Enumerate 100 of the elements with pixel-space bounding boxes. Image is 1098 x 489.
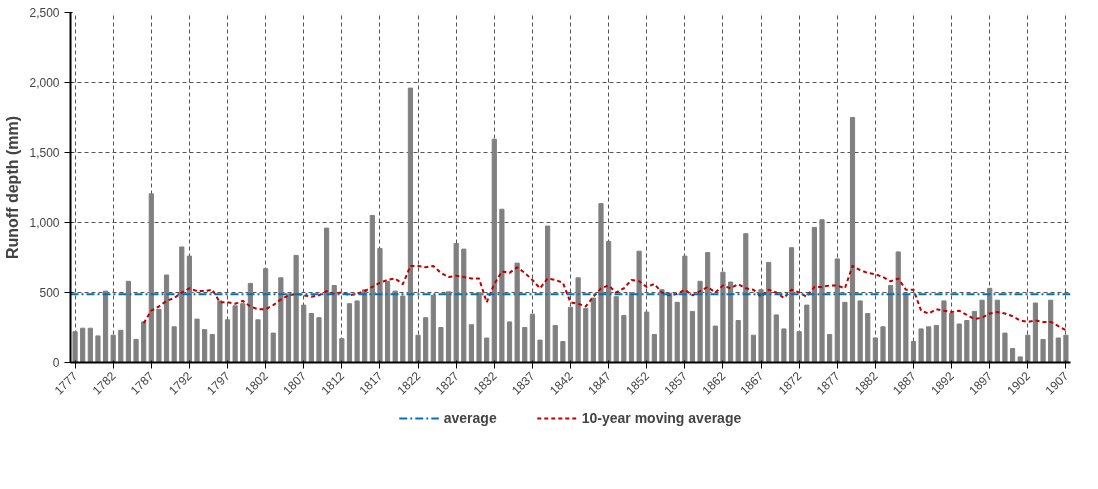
bar bbox=[324, 227, 330, 363]
bar bbox=[171, 326, 177, 363]
bar bbox=[606, 240, 612, 363]
bar bbox=[1017, 356, 1023, 363]
bar bbox=[270, 332, 276, 363]
bar bbox=[560, 341, 566, 363]
bar bbox=[621, 315, 627, 363]
legend-label: average bbox=[443, 410, 497, 426]
bar bbox=[247, 282, 253, 363]
bar bbox=[209, 334, 215, 363]
bar bbox=[865, 313, 871, 363]
bar bbox=[148, 193, 154, 363]
bar bbox=[118, 329, 124, 363]
bar bbox=[202, 329, 208, 363]
bar bbox=[87, 327, 93, 363]
bar bbox=[598, 203, 604, 363]
bar bbox=[163, 274, 170, 363]
bar bbox=[1032, 302, 1039, 363]
bar bbox=[194, 318, 200, 363]
bar bbox=[956, 323, 962, 363]
bar bbox=[293, 254, 299, 363]
bar bbox=[1025, 334, 1031, 363]
bar bbox=[430, 294, 436, 363]
bar bbox=[308, 313, 314, 363]
bar bbox=[1055, 337, 1061, 363]
line-series bbox=[142, 264, 1067, 332]
y-tick-label: 500 bbox=[39, 286, 60, 300]
bar bbox=[514, 262, 520, 363]
bar bbox=[476, 292, 482, 363]
bar bbox=[95, 335, 101, 363]
bar bbox=[735, 320, 741, 363]
y-tick-label: 1,500 bbox=[29, 146, 60, 160]
bar bbox=[102, 290, 109, 363]
bar bbox=[499, 208, 505, 363]
bar bbox=[339, 338, 345, 363]
bar bbox=[331, 285, 337, 363]
bar bbox=[697, 280, 703, 363]
bar bbox=[400, 295, 406, 363]
bar bbox=[941, 300, 947, 363]
bar bbox=[613, 296, 619, 363]
bar bbox=[522, 327, 528, 363]
y-axis-title: Runoff depth (mm) bbox=[4, 115, 22, 260]
bar bbox=[651, 334, 657, 363]
bar bbox=[285, 293, 292, 363]
bar bbox=[849, 117, 856, 363]
bar bbox=[217, 300, 223, 363]
bar bbox=[689, 310, 696, 363]
bar bbox=[141, 321, 147, 363]
bar bbox=[567, 306, 574, 363]
bar bbox=[705, 252, 711, 363]
bar bbox=[834, 258, 840, 363]
bar bbox=[888, 285, 894, 363]
bar bbox=[362, 289, 368, 363]
bar bbox=[133, 338, 139, 363]
bar bbox=[110, 334, 116, 363]
bar bbox=[377, 247, 383, 363]
bar bbox=[727, 281, 734, 363]
bar bbox=[529, 313, 535, 363]
bar bbox=[773, 314, 779, 363]
bar bbox=[750, 334, 757, 363]
bar bbox=[971, 310, 978, 363]
bar bbox=[186, 255, 192, 363]
bar bbox=[918, 328, 924, 363]
bar bbox=[644, 311, 650, 363]
bar bbox=[1063, 334, 1069, 363]
bar bbox=[301, 304, 307, 363]
bar bbox=[758, 289, 764, 363]
bar bbox=[903, 294, 909, 363]
bar bbox=[636, 250, 642, 363]
bar bbox=[278, 277, 284, 363]
bar bbox=[842, 301, 848, 363]
bar bbox=[994, 299, 1000, 363]
bar bbox=[468, 324, 475, 363]
bar bbox=[423, 317, 429, 363]
bar bbox=[232, 305, 238, 363]
bar bbox=[506, 321, 513, 363]
bar bbox=[125, 280, 132, 363]
bar bbox=[72, 331, 78, 363]
bar bbox=[461, 248, 467, 363]
bar bbox=[781, 328, 787, 363]
bar bbox=[674, 301, 680, 363]
bar bbox=[484, 337, 490, 363]
bar bbox=[1040, 338, 1046, 363]
bar bbox=[369, 215, 375, 363]
bar bbox=[987, 287, 993, 363]
bar bbox=[964, 320, 970, 363]
legend-label: 10-year moving average bbox=[581, 410, 742, 426]
bar bbox=[263, 268, 269, 363]
bar bbox=[880, 326, 886, 363]
bar bbox=[819, 219, 825, 363]
bar bbox=[666, 292, 673, 363]
bar bbox=[796, 331, 802, 363]
y-tick-label: 2,500 bbox=[29, 6, 60, 20]
bar bbox=[545, 225, 551, 363]
bar bbox=[537, 339, 543, 363]
bar bbox=[743, 233, 749, 363]
bar bbox=[682, 255, 688, 363]
bar bbox=[240, 303, 246, 363]
bar bbox=[788, 247, 795, 363]
bar bbox=[1048, 299, 1054, 363]
